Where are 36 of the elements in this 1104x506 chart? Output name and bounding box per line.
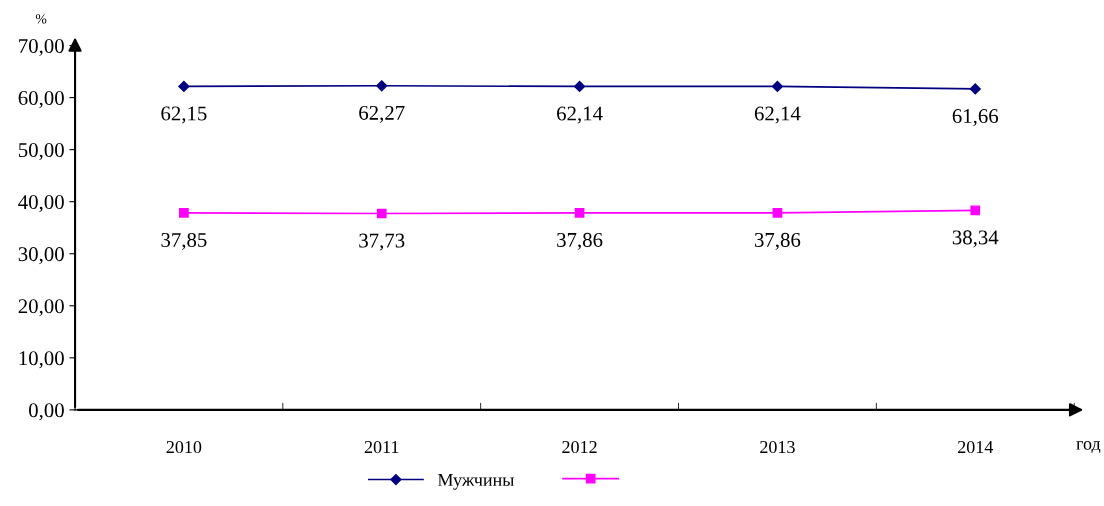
y-tick-label: 50,00 xyxy=(18,143,64,161)
point xyxy=(772,207,783,218)
point xyxy=(178,80,190,93)
data-label: 62,14 xyxy=(754,106,801,124)
data-label: 62,15 xyxy=(161,106,207,124)
legend-label: Мужчины xyxy=(437,474,514,490)
x-tick-label: 2013 xyxy=(760,440,795,454)
y-tick-label: 0,00 xyxy=(28,403,64,421)
point xyxy=(376,208,387,219)
data-label: 37,86 xyxy=(557,232,603,250)
point xyxy=(771,80,784,93)
y-tick-label: 30,00 xyxy=(18,247,64,265)
x-axis-title: год xyxy=(1076,441,1101,454)
y-tick-label: 70,00 xyxy=(19,38,64,56)
data-label: 37,86 xyxy=(754,232,801,250)
y-tick-label: 60,00 xyxy=(18,90,64,109)
data-label: 37,85 xyxy=(161,232,207,250)
x-tick-label: 2012 xyxy=(562,440,597,454)
point xyxy=(574,207,585,218)
y-tick-label: 20,00 xyxy=(18,299,64,317)
data-label: 62,14 xyxy=(557,106,603,124)
data-label: 37,73 xyxy=(359,233,405,251)
y-tick-label: 10,00 xyxy=(19,351,64,369)
point xyxy=(376,80,388,92)
point xyxy=(179,208,189,218)
point xyxy=(573,80,586,93)
data-label: 62,27 xyxy=(359,105,405,123)
y-tick-label: 40,00 xyxy=(18,195,64,213)
x-tick-label: 2014 xyxy=(958,440,994,454)
data-label: 38,34 xyxy=(952,230,999,248)
y-axis-title: % xyxy=(35,14,47,24)
point xyxy=(970,205,981,216)
data-label: 61,66 xyxy=(952,109,999,127)
x-tick-label: 2010 xyxy=(166,440,202,454)
x-tick-label: 2011 xyxy=(364,440,399,454)
point xyxy=(969,83,981,95)
